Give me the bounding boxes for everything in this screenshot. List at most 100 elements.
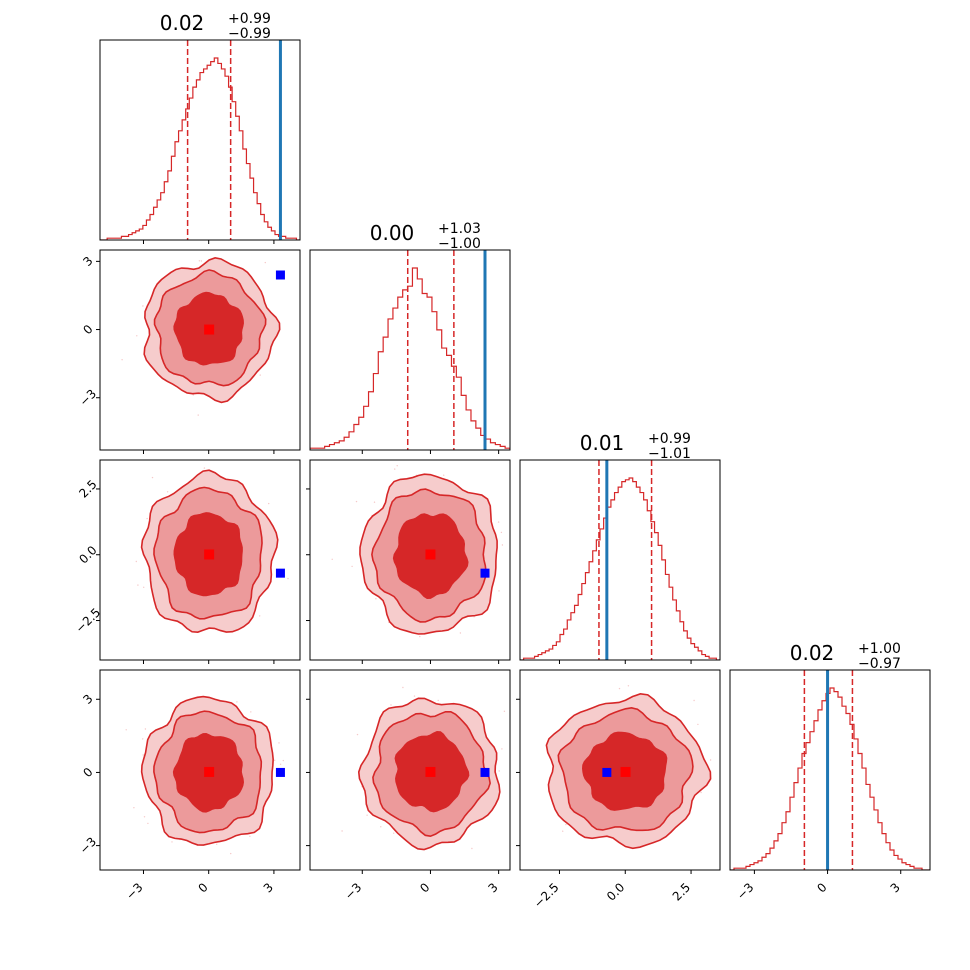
sample-point — [396, 465, 398, 467]
title-value: 0.00 — [370, 221, 415, 245]
median-marker — [204, 766, 215, 777]
sample-point — [279, 763, 282, 765]
y-tick-label: 3 — [80, 254, 95, 269]
sample-point — [390, 704, 392, 706]
density-panel-4-1 — [125, 695, 285, 855]
sample-point — [356, 733, 359, 736]
sample-point — [142, 754, 144, 756]
contour-line — [153, 710, 263, 834]
y-tick-label: −3 — [77, 834, 99, 856]
sample-point — [498, 590, 500, 592]
sample-point — [618, 687, 621, 690]
sample-point — [230, 852, 232, 855]
axes-frame — [99, 249, 301, 451]
x-tick-label: 0 — [814, 880, 829, 895]
histogram-step — [520, 477, 720, 660]
axes-frame — [729, 669, 931, 871]
median-marker — [620, 766, 631, 777]
sample-point — [142, 305, 144, 307]
x-tick-label: −3 — [123, 880, 145, 902]
sample-point — [636, 872, 637, 873]
panel-title: 0.00 — [370, 221, 415, 245]
truth-marker — [480, 767, 490, 777]
sample-point — [459, 632, 462, 634]
contour-line — [557, 707, 694, 832]
y-tick-label: 2.5 — [76, 477, 99, 500]
title-lower-error: −0.97 — [858, 656, 901, 672]
x-tick-label: 3 — [888, 880, 903, 895]
density-panel-2-1 — [121, 256, 285, 416]
sample-point — [143, 816, 146, 818]
title-lower-error: −1.00 — [438, 236, 481, 252]
sample-point — [197, 414, 199, 416]
sample-point — [144, 728, 147, 730]
density-panel-4-2 — [341, 686, 506, 851]
sample-point — [351, 565, 353, 568]
sample-point — [700, 791, 702, 794]
sample-point — [268, 502, 270, 505]
contour-line — [581, 731, 668, 811]
contour-line — [545, 693, 712, 850]
sample-point — [366, 814, 368, 816]
density-panel-3-2 — [331, 460, 504, 638]
sample-point — [143, 586, 145, 588]
sample-point — [562, 830, 564, 832]
histogram-step — [730, 687, 930, 870]
sample-point — [503, 710, 506, 712]
title-upper-error: +1.03 — [438, 221, 481, 237]
median-marker — [425, 549, 436, 560]
sample-point — [437, 699, 439, 702]
sample-point — [394, 468, 396, 470]
axes-frame — [309, 669, 511, 871]
axes-frame — [99, 459, 301, 661]
sample-point — [500, 531, 503, 534]
contour-line — [153, 486, 263, 620]
sample-point — [497, 521, 500, 523]
title-lower-error: −0.99 — [228, 26, 271, 42]
axes-frame — [309, 249, 511, 451]
contour-line — [140, 469, 279, 633]
x-tick-label: −3 — [342, 880, 364, 902]
histogram-step — [310, 267, 510, 450]
sample-point — [236, 701, 238, 703]
axes-frame — [309, 459, 511, 661]
contour-line — [143, 256, 281, 404]
x-tick-label: 0 — [196, 880, 211, 895]
contour-line — [173, 512, 243, 597]
sample-point — [249, 835, 251, 837]
median-marker — [425, 766, 436, 777]
histogram-panel-2 — [310, 250, 510, 450]
y-tick-label: 0 — [80, 765, 95, 780]
sample-point — [375, 598, 377, 600]
axes-frame — [519, 669, 721, 871]
sample-point — [274, 759, 276, 761]
sample-point — [471, 847, 473, 850]
panel-title: 0.01 — [580, 431, 625, 455]
sample-point — [402, 686, 404, 689]
x-tick-label: −2.5 — [531, 880, 562, 911]
sample-point — [192, 394, 194, 396]
sample-point — [380, 826, 382, 828]
truth-marker — [275, 270, 285, 280]
y-tick-label: 0.0 — [76, 543, 99, 566]
sample-point — [135, 560, 137, 563]
sample-point — [501, 748, 503, 750]
sample-point — [194, 432, 195, 433]
contour-line — [172, 733, 244, 813]
title-lower-error: −1.01 — [648, 446, 691, 462]
title-value: 0.02 — [790, 641, 835, 665]
title-value: 0.02 — [160, 11, 205, 35]
truth-marker — [275, 568, 285, 578]
sample-point — [198, 260, 201, 262]
density-panel-3-1 — [135, 432, 289, 633]
sample-point — [287, 577, 289, 580]
sample-point — [200, 260, 203, 262]
sample-point — [121, 359, 123, 361]
sample-point — [341, 830, 343, 832]
sample-point — [136, 335, 138, 337]
sample-point — [419, 635, 421, 638]
truth-marker — [602, 767, 612, 777]
sample-point — [137, 584, 139, 586]
sample-point — [697, 723, 699, 726]
histogram-panel-3 — [520, 460, 720, 660]
